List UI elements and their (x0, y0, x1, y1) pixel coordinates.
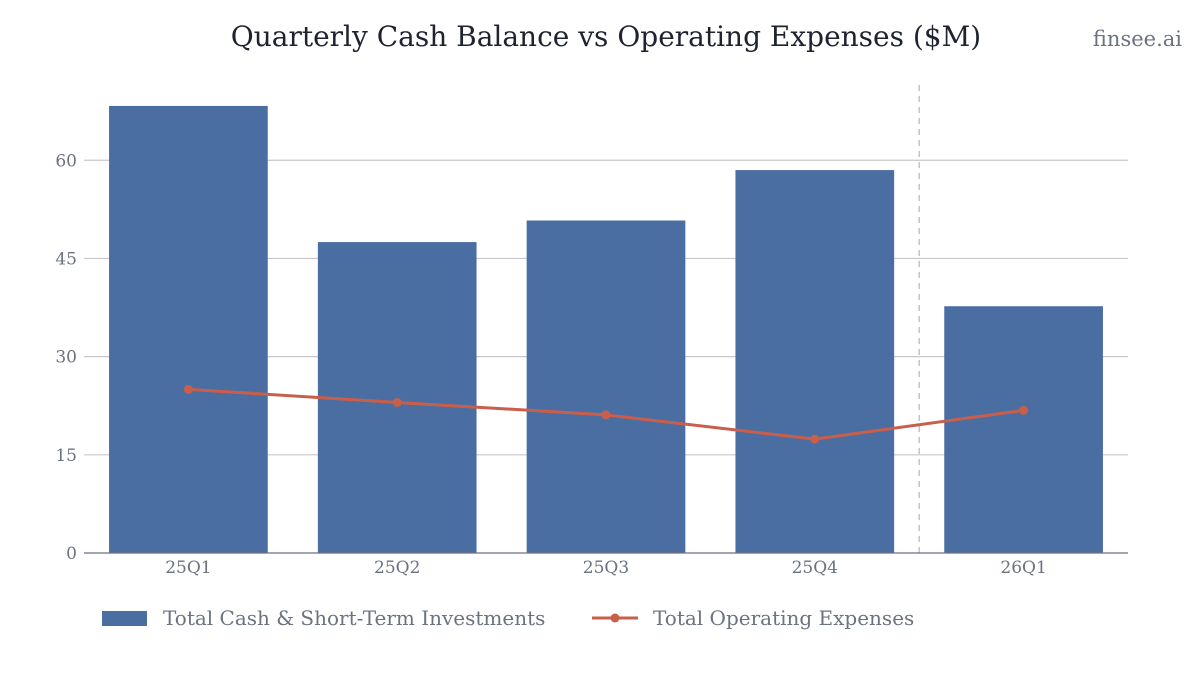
y-axis-ticks: 0 15 30 45 60 (55, 151, 77, 564)
line-series (183, 384, 1029, 444)
opex-point (810, 434, 820, 444)
x-tick-label: 25Q4 (792, 558, 838, 578)
bar-cash (317, 242, 477, 553)
x-tick-label: 26Q1 (1000, 558, 1046, 578)
opex-point (1019, 405, 1029, 415)
legend-swatch-cash (102, 611, 147, 626)
bar-series (109, 105, 1103, 553)
y-tick-label: 45 (55, 249, 77, 269)
y-tick-label: 0 (66, 544, 77, 564)
y-tick-label: 30 (55, 348, 77, 368)
legend-swatch-opex-marker (610, 613, 620, 623)
bar-cash (735, 170, 895, 553)
legend-label-cash: Total Cash & Short-Term Investments (163, 606, 545, 630)
legend-label-opex: Total Operating Expenses (653, 606, 914, 630)
chart-title: Quarterly Cash Balance vs Operating Expe… (231, 20, 981, 53)
opex-point (392, 397, 402, 407)
brand-watermark: finsee.ai (1093, 27, 1182, 51)
bar-cash (109, 105, 268, 553)
x-tick-label: 25Q2 (374, 558, 420, 578)
bar-cash (944, 306, 1103, 553)
x-tick-label: 25Q1 (165, 558, 211, 578)
x-axis-ticks: 25Q1 25Q2 25Q3 25Q4 26Q1 (165, 558, 1047, 578)
legend: Total Cash & Short-Term Investments Tota… (102, 606, 914, 630)
y-tick-label: 60 (55, 151, 77, 171)
opex-point (601, 410, 611, 420)
bar-cash (526, 220, 686, 553)
y-tick-label: 15 (55, 446, 77, 466)
opex-point (183, 384, 193, 394)
x-tick-label: 25Q3 (583, 558, 629, 578)
